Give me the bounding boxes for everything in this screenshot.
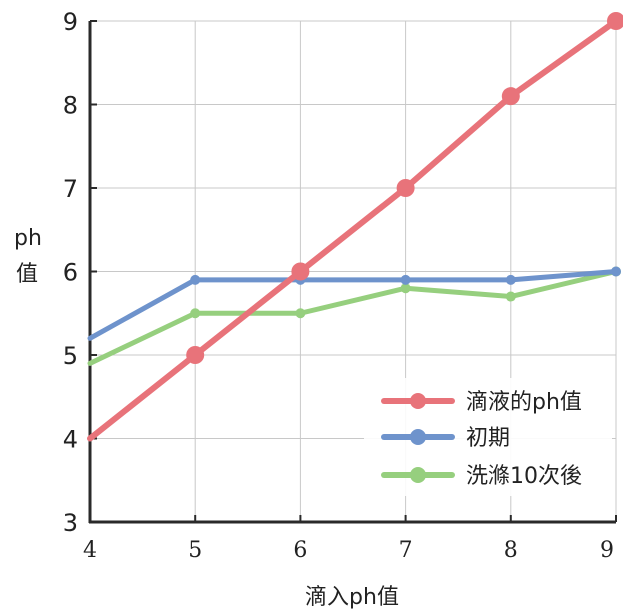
legend-swatch-marker-2: [410, 429, 426, 445]
series-3-point-2: [190, 308, 201, 319]
x-axis-label: 滴入ph值: [305, 585, 399, 610]
x-tick-label-5: 5: [188, 538, 202, 563]
legend-swatch-marker-1: [410, 393, 426, 409]
y-axis-label-line-1: ph: [14, 226, 42, 251]
x-tick-label-7: 7: [399, 538, 413, 563]
y-tick-label-6: 6: [63, 259, 78, 287]
y-tick-labels: 3 4 5 6 7 8 9: [63, 8, 78, 537]
series-2-point-6: [611, 266, 621, 277]
series-line-1: [87, 18, 619, 442]
x-tick-label-8: 8: [504, 538, 518, 563]
series-1-point-6: [607, 12, 623, 30]
series-lines: [87, 12, 623, 442]
x-tick-label-4: 4: [83, 538, 97, 563]
series-1-point-3: [291, 262, 310, 281]
y-tick-label-3: 3: [63, 509, 78, 537]
y-tick-label-8: 8: [63, 92, 78, 120]
y-tick-label-5: 5: [63, 342, 78, 370]
y-axis-label-line-2: 值: [16, 262, 38, 287]
series-2-point-4: [400, 274, 411, 285]
y-tick-label-4: 4: [63, 426, 78, 454]
x-tick-labels: 4 5 6 7 8 9: [83, 538, 614, 563]
series-1-point-2: [186, 346, 205, 364]
y-tick-label-7: 7: [63, 175, 78, 203]
series-line-3: [87, 269, 619, 366]
legend-label-3: 洗滌10次後: [466, 464, 582, 489]
series-3-point-3: [295, 308, 306, 319]
legend-label-2: 初期: [466, 426, 510, 451]
x-tick-label-9: 9: [600, 538, 614, 563]
x-tick-label-6: 6: [293, 538, 307, 563]
series-2-point-5: [505, 274, 516, 285]
series-3-point-5: [505, 291, 516, 302]
y-tick-label-9: 9: [63, 8, 78, 36]
series-2-point-2: [190, 274, 201, 285]
series-1-point-5: [501, 87, 520, 106]
series-3-point-4: [400, 283, 411, 294]
series-line-2: [87, 269, 619, 341]
legend-label-1: 滴液的ph值: [466, 390, 582, 415]
legend-swatch-marker-3: [410, 467, 426, 483]
series-1-point-4: [396, 179, 415, 197]
